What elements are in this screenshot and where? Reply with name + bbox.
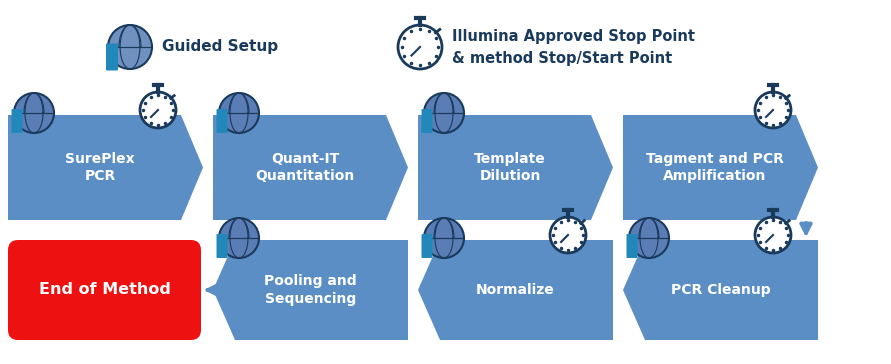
FancyBboxPatch shape [421, 234, 432, 258]
Text: & method Stop/Start Point: & method Stop/Start Point [452, 51, 672, 67]
FancyBboxPatch shape [12, 109, 22, 133]
Text: Normalize: Normalize [476, 283, 555, 297]
Circle shape [424, 218, 464, 258]
PathPatch shape [418, 240, 613, 340]
PathPatch shape [418, 115, 613, 220]
Text: PCR Cleanup: PCR Cleanup [671, 283, 771, 297]
PathPatch shape [623, 240, 818, 340]
PathPatch shape [213, 115, 408, 220]
PathPatch shape [213, 240, 408, 340]
Circle shape [108, 25, 152, 69]
Text: Template
Dilution: Template Dilution [474, 152, 546, 183]
FancyBboxPatch shape [8, 240, 201, 340]
Text: Pooling and
Sequencing: Pooling and Sequencing [265, 274, 356, 306]
Circle shape [14, 93, 54, 133]
Text: Guided Setup: Guided Setup [162, 40, 278, 55]
Circle shape [398, 25, 442, 69]
Text: Illumina Approved Stop Point: Illumina Approved Stop Point [452, 29, 695, 44]
Text: Quant-IT
Quantitation: Quant-IT Quantitation [256, 152, 355, 183]
Text: SurePlex
PCR: SurePlex PCR [65, 152, 135, 183]
PathPatch shape [8, 115, 203, 220]
Circle shape [219, 218, 259, 258]
Circle shape [140, 92, 176, 128]
FancyBboxPatch shape [421, 109, 432, 133]
Text: Tagment and PCR
Amplification: Tagment and PCR Amplification [646, 152, 784, 183]
PathPatch shape [623, 115, 818, 220]
Circle shape [219, 93, 259, 133]
FancyBboxPatch shape [217, 234, 227, 258]
Circle shape [550, 217, 586, 253]
Text: End of Method: End of Method [38, 282, 170, 297]
FancyBboxPatch shape [217, 109, 227, 133]
Circle shape [755, 217, 791, 253]
Circle shape [424, 93, 464, 133]
Circle shape [755, 92, 791, 128]
Circle shape [629, 218, 669, 258]
FancyBboxPatch shape [626, 234, 637, 258]
FancyBboxPatch shape [106, 44, 118, 71]
